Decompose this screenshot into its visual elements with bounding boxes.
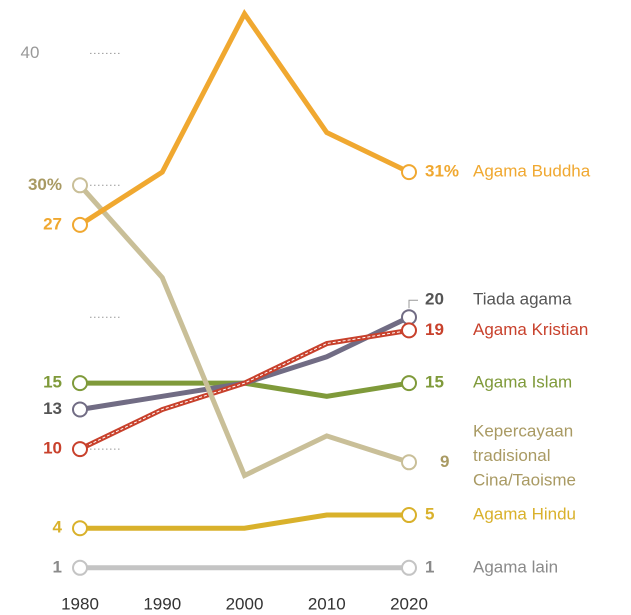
data-label: 19: [425, 320, 444, 339]
series-line: [78, 8, 411, 227]
data-label: 15: [43, 373, 62, 392]
data-label: 20: [425, 290, 444, 309]
data-label: 27: [43, 214, 62, 233]
x-tick-label: 2000: [226, 594, 264, 613]
series-line: [78, 183, 410, 479]
legend-label: Agama Kristian: [473, 320, 588, 339]
end-marker: [72, 401, 88, 418]
end-marker: [401, 164, 417, 181]
data-label: 4: [53, 518, 63, 537]
series-line: [80, 512, 409, 531]
data-label: 30%: [28, 175, 62, 194]
end-marker: [401, 309, 417, 326]
legend-label: Agama Islam: [473, 373, 572, 392]
legend-label: Agama Buddha: [473, 162, 591, 181]
end-marker: [401, 507, 417, 524]
x-tick-label: 1980: [61, 594, 99, 613]
legend-label: Kepercayaan tradisional Cina/Taoisme: [473, 422, 576, 490]
legend-label: Agama lain: [473, 557, 558, 576]
end-marker: [401, 375, 417, 392]
x-tick-label: 2020: [390, 594, 428, 613]
data-label: 31%: [425, 162, 459, 181]
end-marker: [72, 441, 88, 458]
end-marker: [401, 322, 417, 339]
data-label: 1: [53, 557, 62, 576]
end-marker: [72, 216, 88, 233]
legend-label: Agama Hindu: [473, 505, 576, 524]
data-label: 5: [425, 505, 434, 524]
x-tick-label: 1990: [143, 594, 181, 613]
data-label: 1: [425, 557, 434, 576]
legend-line: tradisional: [473, 446, 551, 465]
series-line: [79, 314, 411, 412]
y-tick-label: 40: [21, 43, 40, 62]
data-label: 13: [43, 399, 62, 418]
end-marker: [72, 520, 88, 537]
end-marker: [401, 559, 417, 576]
end-marker: [401, 454, 417, 471]
series-line-dash: [79, 329, 410, 450]
data-label: 15: [425, 373, 444, 392]
x-tick-label: 2010: [308, 594, 346, 613]
legend-label: Tiada agama: [473, 290, 572, 309]
legend-line: Kepercayaan: [473, 422, 573, 441]
data-label: 9: [440, 452, 449, 471]
label-leader: [408, 299, 418, 309]
data-label: 10: [43, 439, 62, 458]
legend-line: Cina/Taoisme: [473, 471, 576, 490]
end-marker: [72, 177, 88, 194]
end-marker: [72, 559, 88, 576]
end-marker: [72, 375, 88, 392]
